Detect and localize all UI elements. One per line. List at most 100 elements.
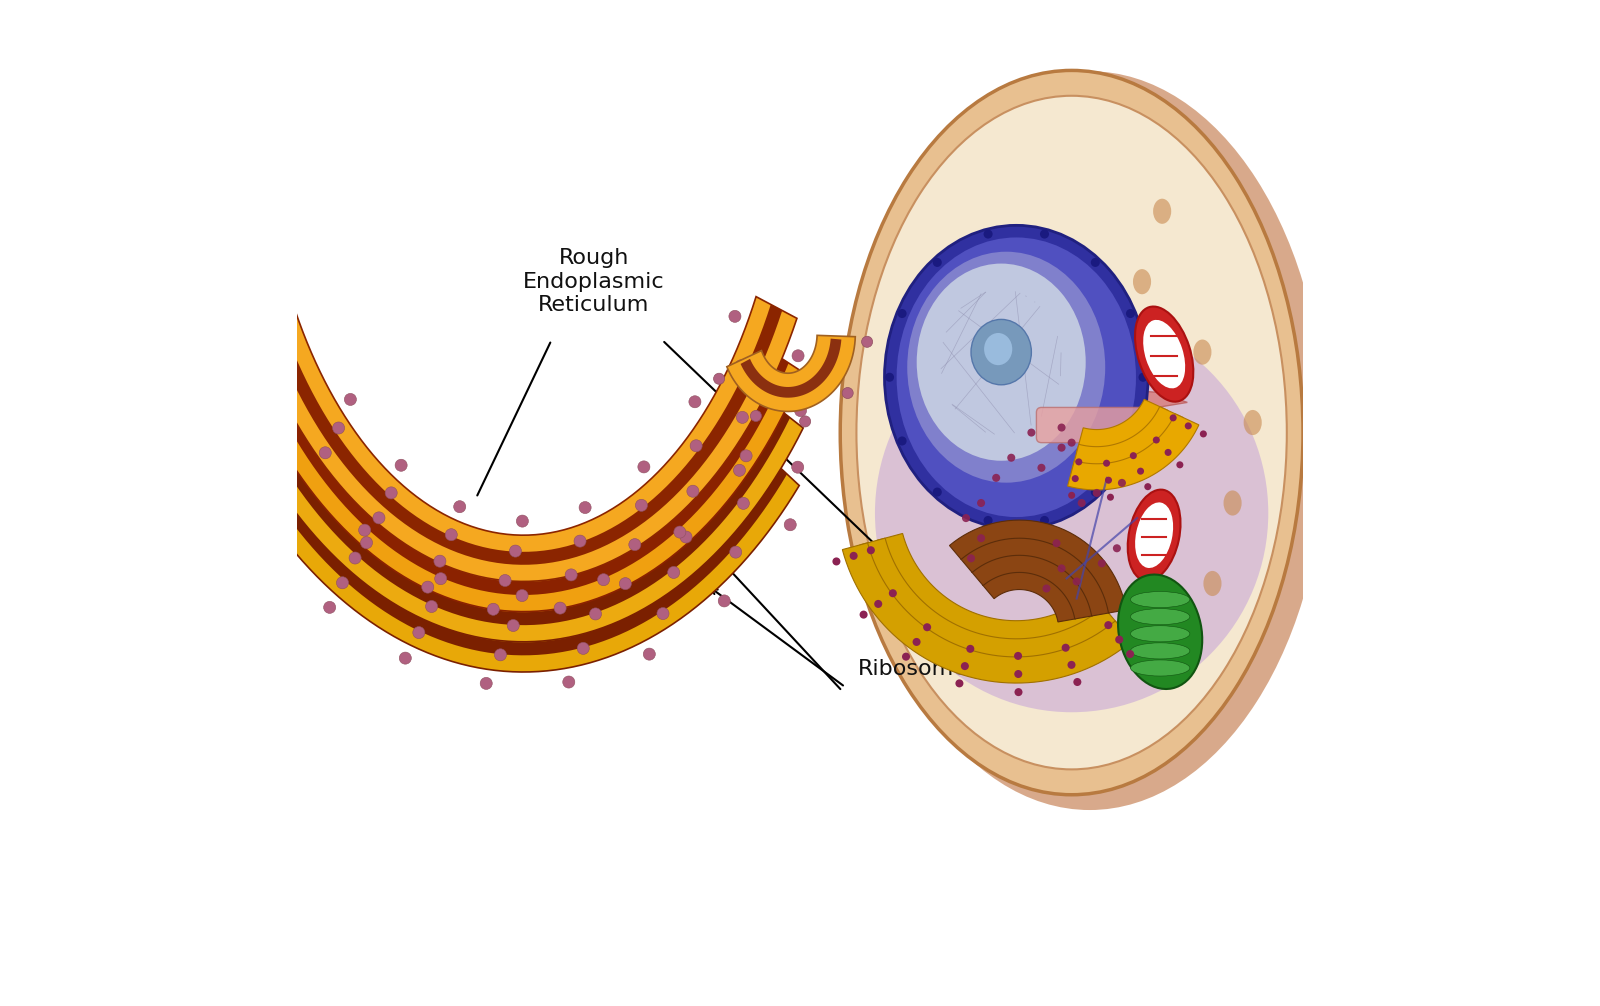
Ellipse shape	[1133, 270, 1150, 295]
Ellipse shape	[1131, 660, 1190, 676]
Ellipse shape	[867, 546, 875, 554]
Ellipse shape	[1043, 584, 1051, 593]
Ellipse shape	[507, 620, 520, 632]
Ellipse shape	[667, 566, 680, 578]
Ellipse shape	[792, 461, 803, 473]
Ellipse shape	[898, 309, 907, 318]
Ellipse shape	[741, 450, 752, 462]
Ellipse shape	[736, 411, 749, 424]
Ellipse shape	[360, 536, 373, 548]
Ellipse shape	[902, 653, 910, 661]
PathPatch shape	[1072, 406, 1184, 473]
Ellipse shape	[1126, 650, 1134, 658]
PathPatch shape	[859, 538, 1120, 665]
Ellipse shape	[1144, 483, 1152, 490]
Ellipse shape	[984, 229, 992, 238]
Polygon shape	[966, 387, 1187, 428]
Ellipse shape	[454, 501, 466, 513]
Ellipse shape	[1104, 621, 1112, 629]
Ellipse shape	[1058, 444, 1066, 452]
Ellipse shape	[434, 555, 446, 567]
Ellipse shape	[875, 314, 1269, 712]
Ellipse shape	[842, 387, 853, 398]
Ellipse shape	[1203, 571, 1221, 596]
Ellipse shape	[1091, 258, 1099, 267]
Ellipse shape	[859, 611, 867, 619]
Ellipse shape	[349, 552, 362, 564]
Ellipse shape	[499, 574, 510, 586]
Ellipse shape	[1072, 475, 1078, 482]
Ellipse shape	[718, 595, 730, 607]
Ellipse shape	[1102, 460, 1110, 467]
Ellipse shape	[1069, 492, 1075, 499]
Ellipse shape	[733, 464, 746, 476]
Ellipse shape	[854, 71, 1326, 810]
Ellipse shape	[874, 600, 882, 608]
Ellipse shape	[1067, 439, 1075, 447]
Ellipse shape	[435, 572, 446, 584]
Ellipse shape	[320, 447, 331, 459]
Ellipse shape	[658, 608, 669, 620]
Ellipse shape	[1224, 491, 1242, 515]
Ellipse shape	[896, 236, 1138, 518]
Ellipse shape	[885, 225, 1149, 529]
Ellipse shape	[1062, 644, 1070, 652]
Ellipse shape	[1107, 494, 1114, 501]
PathPatch shape	[1067, 413, 1198, 490]
Ellipse shape	[635, 499, 648, 511]
Ellipse shape	[1074, 678, 1082, 686]
Ellipse shape	[1194, 340, 1211, 365]
Ellipse shape	[1093, 489, 1101, 497]
Ellipse shape	[856, 96, 1286, 770]
Ellipse shape	[1130, 452, 1138, 459]
Ellipse shape	[898, 437, 907, 446]
Ellipse shape	[730, 310, 741, 322]
PathPatch shape	[238, 190, 782, 564]
Ellipse shape	[1176, 462, 1184, 469]
PathPatch shape	[726, 335, 856, 411]
Ellipse shape	[734, 360, 747, 372]
Ellipse shape	[517, 515, 528, 527]
PathPatch shape	[170, 271, 800, 672]
Ellipse shape	[1115, 636, 1123, 644]
Ellipse shape	[1106, 477, 1112, 484]
Ellipse shape	[738, 497, 749, 509]
Ellipse shape	[1078, 499, 1086, 507]
Ellipse shape	[966, 554, 974, 562]
Ellipse shape	[579, 502, 590, 514]
Ellipse shape	[795, 404, 806, 416]
Ellipse shape	[386, 487, 397, 499]
PathPatch shape	[203, 217, 803, 612]
PathPatch shape	[186, 243, 803, 642]
Ellipse shape	[832, 557, 840, 565]
Ellipse shape	[358, 524, 371, 536]
Ellipse shape	[565, 568, 578, 580]
Ellipse shape	[984, 333, 1013, 365]
Ellipse shape	[1134, 307, 1194, 401]
Ellipse shape	[480, 677, 493, 689]
Ellipse shape	[861, 336, 872, 347]
Ellipse shape	[638, 461, 650, 473]
Ellipse shape	[1118, 479, 1126, 487]
Ellipse shape	[714, 373, 725, 384]
Ellipse shape	[978, 499, 986, 507]
Ellipse shape	[589, 608, 602, 620]
Text: Rough
Endoplasmic
Reticulum: Rough Endoplasmic Reticulum	[523, 248, 664, 315]
Ellipse shape	[494, 649, 507, 661]
Ellipse shape	[1040, 516, 1050, 525]
Ellipse shape	[323, 602, 336, 614]
Ellipse shape	[1075, 459, 1082, 466]
Ellipse shape	[578, 642, 589, 654]
Ellipse shape	[1072, 577, 1080, 585]
Ellipse shape	[1142, 320, 1186, 388]
Ellipse shape	[1131, 626, 1190, 642]
Ellipse shape	[1091, 488, 1099, 497]
Ellipse shape	[978, 534, 986, 542]
Ellipse shape	[1040, 229, 1050, 238]
Ellipse shape	[971, 320, 1032, 385]
Ellipse shape	[488, 604, 499, 616]
FancyBboxPatch shape	[1037, 407, 1147, 443]
PathPatch shape	[741, 339, 842, 397]
Ellipse shape	[1037, 464, 1045, 472]
Ellipse shape	[344, 393, 357, 405]
